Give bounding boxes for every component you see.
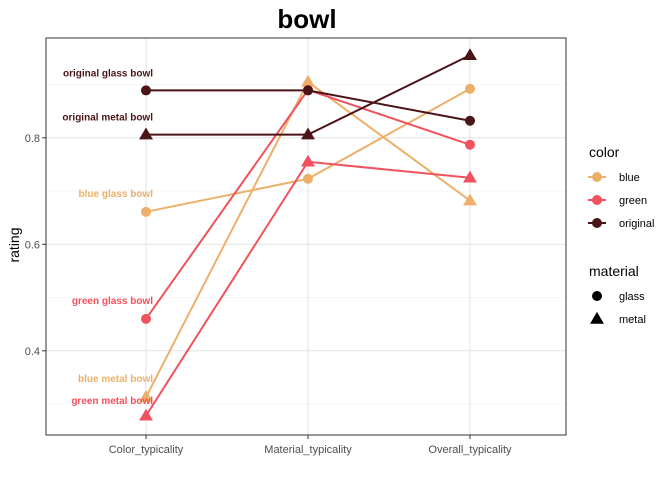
point-label: original metal bowl xyxy=(62,113,153,124)
y-axis-label: rating xyxy=(6,227,22,262)
y-tick-label: 0.4 xyxy=(25,346,40,358)
point-blue-metal xyxy=(301,74,315,87)
point-original-glass xyxy=(303,85,313,96)
point-original-glass xyxy=(465,115,475,126)
point-original-metal xyxy=(301,127,315,140)
series-points xyxy=(139,48,477,421)
point-original-glass xyxy=(141,85,151,96)
legend-key-glass xyxy=(592,291,602,301)
panel-border xyxy=(45,37,567,436)
point-label: blue metal bowl xyxy=(78,374,153,385)
y-tick-label: 0.8 xyxy=(25,133,40,145)
point-blue-metal xyxy=(463,193,477,206)
point-blue-glass xyxy=(303,173,313,184)
legend-key-point-green xyxy=(592,195,602,205)
point-green-metal xyxy=(463,170,477,183)
point-green-glass xyxy=(141,313,151,324)
x-tick-label: Overall_typicality xyxy=(428,444,512,456)
legend-key-point-blue xyxy=(592,172,602,182)
legend: color blue green original material glass metal xyxy=(588,144,654,326)
point-label: green glass bowl xyxy=(72,296,153,307)
legend-title-color: color xyxy=(589,144,620,160)
point-label: green metal bowl xyxy=(71,396,153,407)
point-original-metal xyxy=(463,48,477,61)
point-green-metal xyxy=(301,154,315,167)
point-green-glass xyxy=(465,139,475,150)
legend-label-blue: blue xyxy=(619,172,640,184)
legend-label-metal: metal xyxy=(619,314,646,326)
point-blue-glass xyxy=(141,206,151,217)
chart-title: bowl xyxy=(277,4,336,34)
x-tick-label: Color_typicality xyxy=(109,444,184,456)
point-green-metal xyxy=(139,408,153,421)
point-blue-metal xyxy=(139,390,153,402)
point-blue-glass xyxy=(465,83,475,94)
x-tick-label: Material_typicality xyxy=(264,444,352,456)
point-label: blue glass bowl xyxy=(79,189,154,200)
point-labels: original glass bowl original metal bowl bl… xyxy=(62,68,153,406)
plot-panel xyxy=(46,38,566,435)
legend-label-green: green xyxy=(619,195,647,207)
legend-label-glass: glass xyxy=(619,291,645,303)
legend-label-original: original xyxy=(619,218,654,230)
legend-key-point-original xyxy=(592,218,602,228)
panel-background xyxy=(46,38,566,435)
legend-title-material: material xyxy=(589,263,639,279)
point-original-metal xyxy=(139,127,153,140)
axes: 0.4 0.6 0.8 Color_typicality Material_typica… xyxy=(25,37,567,456)
y-tick-label: 0.6 xyxy=(25,239,40,251)
point-label: original glass bowl xyxy=(63,68,153,79)
legend-key-metal xyxy=(590,311,604,324)
